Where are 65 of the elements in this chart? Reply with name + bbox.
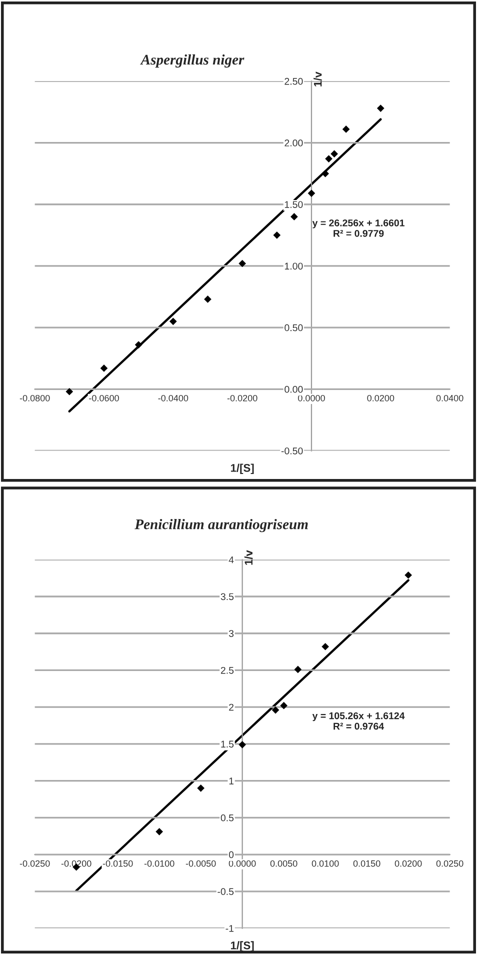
- point: [66, 388, 74, 396]
- y-axis-title: 1/v: [244, 550, 253, 565]
- y-tick-label: 2.50: [284, 78, 303, 85]
- point: [156, 828, 163, 836]
- y-tick-label: 2.00: [284, 140, 303, 146]
- point: [330, 150, 338, 158]
- point: [169, 318, 177, 326]
- point: [197, 784, 204, 792]
- y-tick-label: 2: [229, 704, 234, 711]
- y-tick-label: 1.00: [284, 262, 303, 270]
- y-tick-label: 3: [228, 630, 234, 637]
- point: [376, 104, 384, 112]
- point: [342, 126, 350, 133]
- x-tick-label: 0.0050: [270, 860, 298, 867]
- annotation: y = 105.26x + 1.6124 R² = 0.9764: [312, 712, 405, 730]
- x-axis-title: 1/[S]: [230, 464, 254, 474]
- point: [322, 642, 329, 650]
- y-tick-label: -1: [226, 925, 234, 932]
- point: [308, 190, 316, 197]
- x-tick-label: 0.0400: [436, 394, 464, 402]
- point: [134, 341, 142, 348]
- y-tick-label: 0: [228, 851, 234, 858]
- point: [290, 213, 298, 220]
- y-tick-label: -0.5: [218, 888, 234, 896]
- point: [204, 296, 212, 303]
- x-axis-title: 1/[S]: [230, 941, 254, 952]
- y-axis-title: 1/v: [314, 72, 322, 86]
- point: [100, 364, 108, 372]
- x-tick-label: 0.0150: [353, 860, 380, 867]
- x-tick-label: -0.0250: [20, 860, 50, 867]
- point: [404, 571, 412, 579]
- x-tick-label: 0.0000: [298, 394, 325, 402]
- x-tick-label: -0.0600: [89, 394, 119, 402]
- point: [280, 702, 288, 710]
- point: [272, 706, 280, 714]
- point: [238, 260, 246, 268]
- x-tick-label: 0.0200: [367, 394, 394, 402]
- x-tick-label: -0.0150: [102, 860, 133, 867]
- y-tick-label: 2.5: [220, 666, 234, 674]
- x-tick-label: -0.0050: [186, 860, 216, 867]
- x-tick-label: -0.0800: [20, 394, 50, 402]
- y-tick-label: 1: [229, 778, 234, 784]
- x-tick-label: 0.0000: [228, 860, 256, 867]
- point: [238, 741, 246, 748]
- y-tick-label: 0.50: [284, 324, 303, 332]
- x-tick-label: 0.0200: [394, 860, 422, 867]
- x-tick-label: -0.0100: [144, 860, 174, 867]
- point: [273, 231, 281, 239]
- point: [325, 155, 332, 162]
- y-tick-label: 3.5: [220, 593, 234, 600]
- y-tick-label: 1.50: [284, 201, 303, 208]
- x-tick-label: -0.0200: [227, 394, 258, 402]
- x-tick-label: 0.0250: [436, 860, 464, 867]
- y-tick-label: 1.5: [221, 740, 234, 748]
- x-tick-label: -0.0400: [158, 394, 188, 402]
- x-tick-label: 0.0100: [312, 860, 339, 867]
- y-tick-label: 0.5: [220, 814, 234, 822]
- y-tick-label: 4: [228, 556, 234, 564]
- chart-title: Penicillium aurantiogriseum: [134, 518, 308, 532]
- chart-title: Aspergillus niger: [140, 54, 244, 68]
- point: [322, 170, 329, 178]
- annotation: y = 26.256x + 1.6601 R² = 0.9779: [312, 220, 404, 237]
- y-tick-label: -0.50: [281, 447, 303, 454]
- point: [294, 666, 302, 674]
- y-tick-label: 0.00: [284, 386, 303, 393]
